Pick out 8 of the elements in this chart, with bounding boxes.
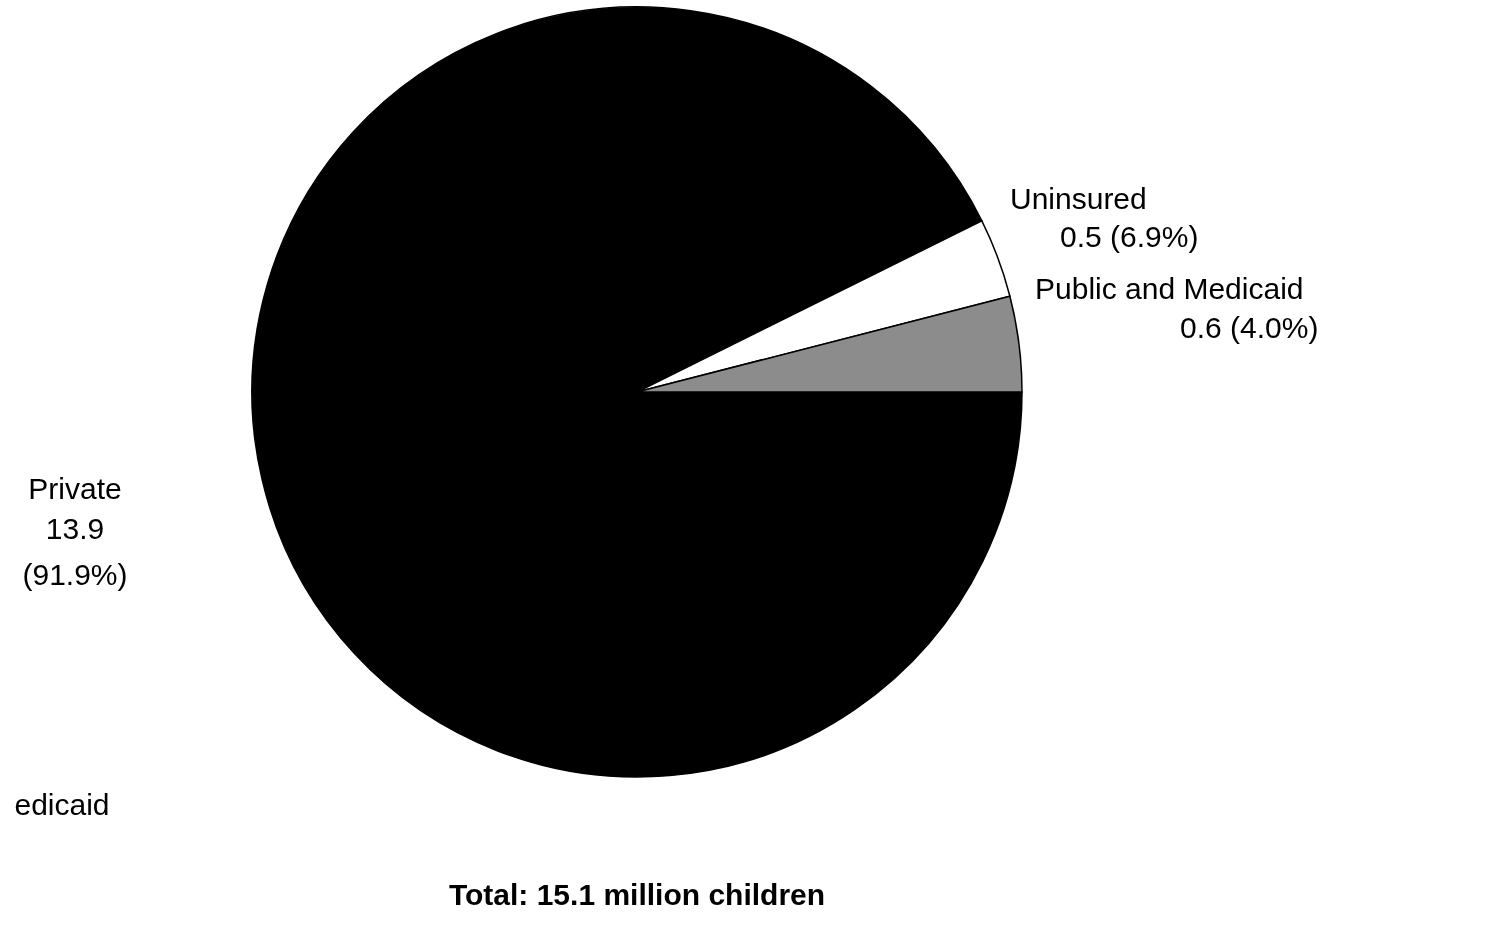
text: edicaid [14,788,110,821]
slice-label: Private [28,472,122,505]
data-label: 0.6 (4.0%) [1180,311,1319,344]
slice-label: Uninsured [1010,182,1147,215]
text: Total: 15.1 million children [448,878,826,911]
slice-label: Public and Medicaid [1035,272,1304,305]
data-label: 0.5 (6.9%) [1060,220,1199,253]
data-label: 13.9 (91.9%) [22,512,128,591]
